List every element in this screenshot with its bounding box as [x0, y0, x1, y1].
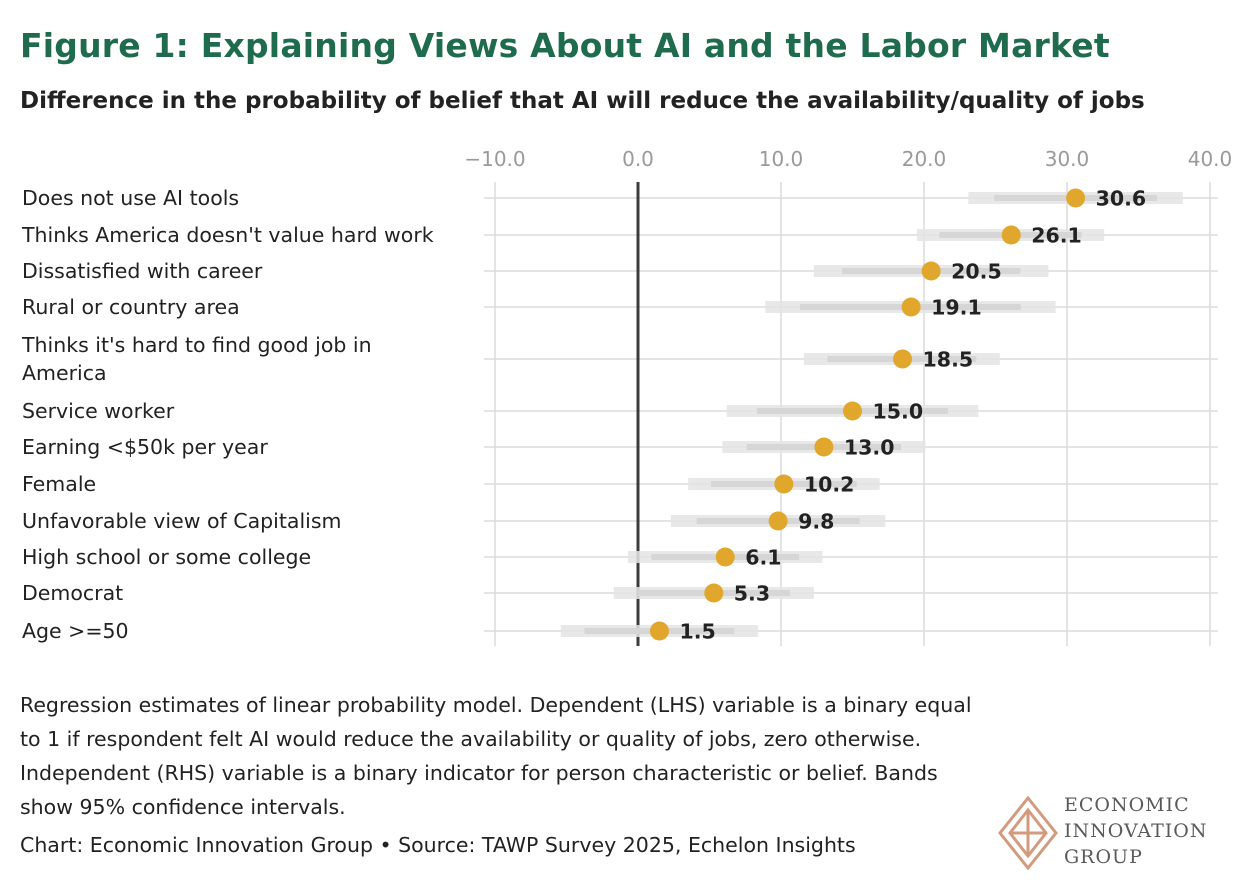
dot-range-chart: −10.0 0.0 10.0 20.0 30.0 40.0 30.6 26.1 20.5 19.1…: [464, 147, 1233, 646]
category-label: Does not use AI tools: [22, 186, 240, 210]
logo-line-1: ECONOMIC: [1064, 794, 1190, 816]
eig-logo-wordmark: ECONOMIC INNOVATION GROUP: [1064, 792, 1208, 870]
data-point: [768, 511, 788, 531]
x-tick-label: 20.0: [902, 147, 947, 171]
category-label: Democrat: [22, 581, 124, 605]
eig-logo-diamond-icon: [998, 796, 1058, 870]
category-label: Thinks it's hard to find good job in Ame…: [22, 333, 372, 385]
category-label: Dissatisfied with career: [22, 259, 263, 283]
eig-logo: ECONOMIC INNOVATION GROUP: [998, 792, 1230, 870]
data-label: 5.3: [734, 582, 770, 606]
data-label: 15.0: [873, 400, 924, 424]
data-point: [901, 297, 921, 317]
data-point: [921, 261, 941, 281]
x-tick-label: 30.0: [1045, 147, 1090, 171]
data-label: 1.5: [679, 620, 715, 644]
data-label: 6.1: [745, 546, 781, 570]
category-label: Age >=50: [22, 619, 129, 643]
x-tick-label: 40.0: [1188, 147, 1233, 171]
chart-title: Figure 1: Explaining Views About AI and …: [20, 26, 1110, 65]
x-tick-label: 10.0: [759, 147, 804, 171]
data-point: [1066, 188, 1086, 208]
x-tick-label: 0.0: [622, 147, 654, 171]
category-label: Service worker: [22, 399, 175, 423]
category-label: Female: [22, 472, 97, 496]
data-point: [715, 547, 735, 567]
category-label: Unfavorable view of Capitalism: [22, 509, 342, 533]
logo-line-2: INNOVATION: [1064, 820, 1208, 842]
data-point: [814, 437, 834, 457]
data-label: 26.1: [1031, 224, 1082, 248]
data-label: 20.5: [951, 260, 1002, 284]
chart-note: Regression estimates of linear probabili…: [20, 693, 972, 819]
chart-source: Chart: Economic Innovation Group • Sourc…: [20, 833, 856, 857]
logo-line-3: GROUP: [1064, 846, 1143, 868]
category-label: Thinks America doesn't value hard work: [22, 223, 434, 247]
data-label: 13.0: [844, 436, 895, 460]
category-label: Earning <$50k per year: [22, 435, 268, 459]
category-label: High school or some college: [22, 545, 312, 569]
data-point: [649, 621, 669, 641]
data-point: [1001, 225, 1021, 245]
category-label: Rural or country area: [22, 295, 240, 319]
data-point: [774, 474, 794, 494]
data-label: 30.6: [1096, 187, 1147, 211]
chart-subtitle: Difference in the probability of belief …: [20, 88, 1145, 114]
data-point: [893, 349, 913, 369]
data-point: [704, 583, 724, 603]
data-label: 10.2: [804, 473, 855, 497]
data-label: 9.8: [798, 510, 834, 534]
data-label: 19.1: [931, 296, 982, 320]
data-label: 18.5: [923, 348, 974, 372]
data-point: [843, 401, 862, 421]
x-tick-label: −10.0: [464, 147, 525, 171]
